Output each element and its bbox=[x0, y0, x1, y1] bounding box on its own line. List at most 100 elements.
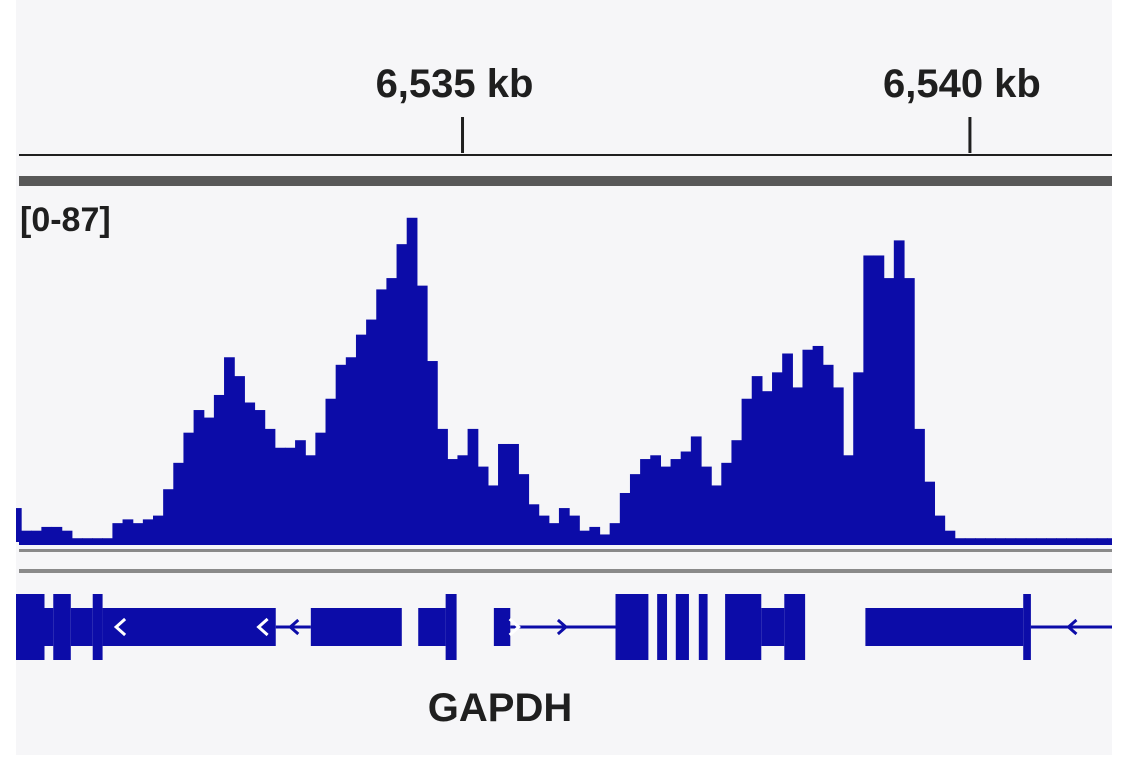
coverage-bar bbox=[569, 515, 580, 542]
coverage-bar bbox=[406, 217, 418, 542]
gene-exon-coding bbox=[725, 594, 762, 660]
coverage-bar bbox=[396, 244, 408, 542]
coverage-bar bbox=[1015, 538, 1027, 542]
gene-exon bbox=[493, 608, 511, 646]
coverage-bar bbox=[325, 398, 337, 542]
coverage-bar bbox=[711, 485, 722, 542]
coverage-bar bbox=[102, 538, 114, 542]
coverage-bar bbox=[51, 526, 63, 542]
gene-exon-coding bbox=[445, 594, 457, 660]
coverage-bar bbox=[903, 278, 915, 542]
gene-exon bbox=[418, 608, 446, 646]
coverage-bar bbox=[873, 255, 885, 543]
gene-name-label: GAPDH bbox=[428, 686, 572, 730]
coverage-bar bbox=[1046, 538, 1057, 542]
coverage-bar bbox=[112, 523, 124, 542]
coverage-bar bbox=[1035, 538, 1047, 542]
coverage-bar bbox=[954, 538, 966, 542]
coverage-bar bbox=[772, 372, 783, 542]
coverage-bar bbox=[508, 443, 519, 542]
exon-strand-arrow bbox=[113, 617, 127, 637]
coverage-bar bbox=[528, 504, 540, 542]
coverage-bar bbox=[964, 538, 976, 542]
coverage-bar bbox=[71, 538, 83, 542]
coverage-track bbox=[16, 217, 1112, 543]
gene-exon-coding bbox=[53, 594, 71, 660]
gene-exon-coding bbox=[615, 594, 649, 660]
coverage-bar bbox=[690, 436, 702, 542]
data-range-label: [0-87] bbox=[20, 201, 111, 239]
coverage-bar bbox=[670, 459, 682, 542]
coverage-bar bbox=[944, 530, 956, 542]
coverage-bar bbox=[41, 526, 53, 542]
coverage-bar bbox=[274, 447, 286, 542]
gene-track bbox=[16, 594, 1112, 660]
coverage-bar bbox=[629, 474, 641, 542]
coverage-bar bbox=[761, 391, 773, 542]
exon-strand-arrow bbox=[256, 617, 269, 637]
coverage-bar bbox=[315, 432, 327, 542]
coverage-bar bbox=[355, 334, 367, 542]
coverage-bar bbox=[1056, 538, 1067, 542]
track-separator-top bbox=[19, 176, 1112, 186]
gene-exon-coding bbox=[657, 594, 668, 660]
genome-track-chart: 6,535 kb 6,540 kb [0-87] GAPDH bbox=[16, 62, 1112, 730]
coverage-bar bbox=[579, 530, 590, 542]
coverage-bar bbox=[1076, 538, 1088, 542]
coverage-bar bbox=[81, 538, 93, 542]
coverage-bar bbox=[1005, 538, 1017, 542]
coverage-bar bbox=[832, 387, 844, 542]
coverage-bar bbox=[437, 428, 448, 542]
coverage-bar bbox=[1096, 538, 1108, 542]
coverage-bar bbox=[234, 376, 245, 542]
coverage-bar bbox=[589, 526, 601, 542]
coverage-bar bbox=[153, 515, 164, 542]
coverage-bar bbox=[650, 455, 662, 542]
coverage-bar bbox=[853, 372, 864, 542]
coverage-bar bbox=[477, 466, 489, 542]
coverage-bar bbox=[244, 402, 256, 542]
coverage-bar bbox=[467, 428, 479, 542]
coverage-bar bbox=[254, 410, 266, 542]
coverage-bar bbox=[163, 489, 174, 542]
coverage-bar bbox=[741, 398, 753, 542]
coverage-bar bbox=[386, 278, 398, 542]
coverage-bar bbox=[701, 466, 712, 542]
coverage-bar bbox=[335, 364, 347, 542]
gene-exon bbox=[102, 608, 276, 646]
gene-exon-coding bbox=[92, 594, 103, 660]
coverage-bar bbox=[731, 440, 743, 542]
coverage-bar bbox=[1106, 538, 1112, 542]
coverage-bar bbox=[203, 417, 215, 542]
coverage-bar bbox=[660, 466, 672, 542]
coverage-bar bbox=[16, 508, 22, 542]
coverage-bar bbox=[934, 515, 946, 542]
coverage-bar bbox=[21, 530, 32, 542]
coverage-bar bbox=[893, 240, 905, 542]
coverage-bar bbox=[548, 523, 560, 542]
coverage-bar bbox=[183, 432, 195, 542]
coverage-baseline bbox=[19, 542, 1112, 545]
coverage-bar bbox=[985, 538, 996, 542]
coverage-bar bbox=[142, 519, 154, 542]
coverage-bar bbox=[345, 357, 357, 542]
coverage-bar bbox=[609, 523, 621, 542]
coverage-bar bbox=[599, 534, 611, 542]
coverage-bar bbox=[863, 255, 875, 543]
coverage-bar bbox=[416, 285, 428, 542]
coverage-bar bbox=[883, 278, 895, 542]
coverage-bar bbox=[802, 349, 814, 542]
coverage-bar bbox=[213, 394, 225, 542]
gene-exon-coding bbox=[1023, 594, 1031, 660]
track-separator-mid-2 bbox=[19, 569, 1112, 573]
coverage-bar bbox=[457, 455, 469, 542]
gene-exon-coding bbox=[784, 594, 806, 660]
coverage-bar bbox=[518, 474, 530, 542]
coverage-bar bbox=[132, 523, 144, 542]
coverage-bar bbox=[1025, 538, 1037, 542]
coverage-bar bbox=[173, 462, 185, 542]
gene-exon bbox=[44, 608, 54, 646]
coverage-bar bbox=[792, 387, 804, 542]
ruler-tick-label-1: 6,540 kb bbox=[883, 62, 1041, 106]
coverage-bar bbox=[558, 508, 570, 542]
